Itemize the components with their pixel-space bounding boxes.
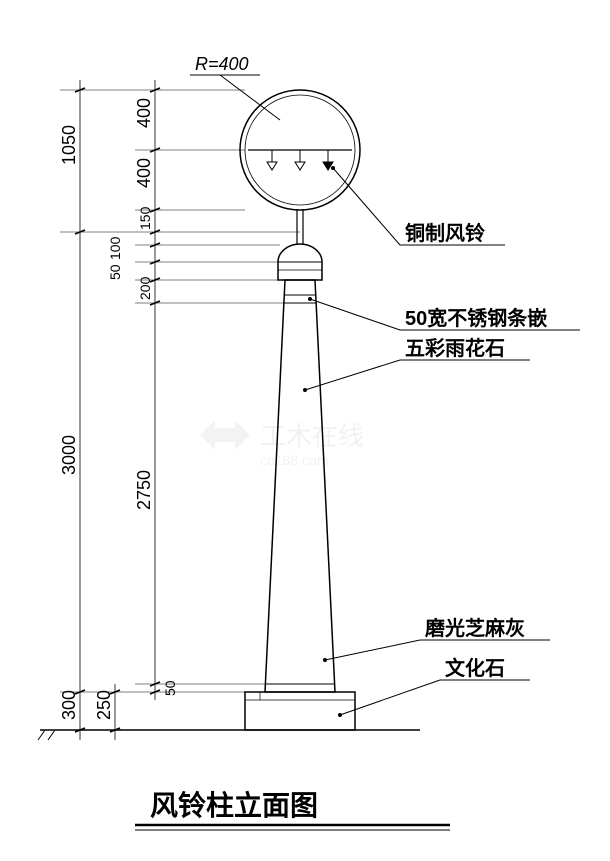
steel-label-1: 50宽不锈钢条嵌 <box>405 306 547 330</box>
radius-label: R=400 <box>195 54 249 74</box>
dim-2750: 2750 <box>134 470 154 510</box>
bell-2 <box>295 150 305 170</box>
dim-250: 250 <box>94 690 114 720</box>
dim-50a: 50 <box>107 264 123 280</box>
dim-50b: 50 <box>162 680 178 696</box>
dim-400a: 400 <box>134 98 154 128</box>
dim-200: 200 <box>137 276 153 300</box>
dim-1050: 1050 <box>59 125 79 165</box>
culture-stone-label: 文化石 <box>445 656 505 680</box>
dim-chain-outer: 1050 3000 300 <box>59 80 85 740</box>
column-body <box>265 280 335 692</box>
steel-label-2: 五彩雨花石 <box>405 337 505 360</box>
bell-1 <box>267 150 277 170</box>
annotation-steel: 50宽不锈钢条嵌 五彩雨花石 <box>303 297 580 392</box>
watermark-text: 工木在线 <box>260 421 364 451</box>
dim-300: 300 <box>59 690 79 720</box>
annotation-bell: 铜制风铃 <box>331 166 505 245</box>
annotation-polished: 磨光芝麻灰 <box>323 616 550 662</box>
base-rect <box>245 692 355 730</box>
diagram-canvas: 工木在线 co188.com R=400 <box>0 0 610 861</box>
bell-label: 铜制风铃 <box>405 221 485 245</box>
dim-chain-2: 250 <box>94 684 120 740</box>
polished-label: 磨光芝麻灰 <box>425 616 525 640</box>
annotation-culture-stone: 文化石 <box>338 656 530 717</box>
watermark: 工木在线 co188.com <box>200 420 364 468</box>
dim-100: 100 <box>107 236 123 260</box>
watermark-sub: co188.com <box>260 452 328 468</box>
dim-400b: 400 <box>134 158 154 188</box>
dim-3000: 3000 <box>59 435 79 475</box>
dim-chain-inner: 400 400 150 100 50 200 2750 50 <box>107 80 178 700</box>
dim-150: 150 <box>137 206 153 230</box>
drawing-title: 风铃柱立面图 <box>150 789 318 821</box>
